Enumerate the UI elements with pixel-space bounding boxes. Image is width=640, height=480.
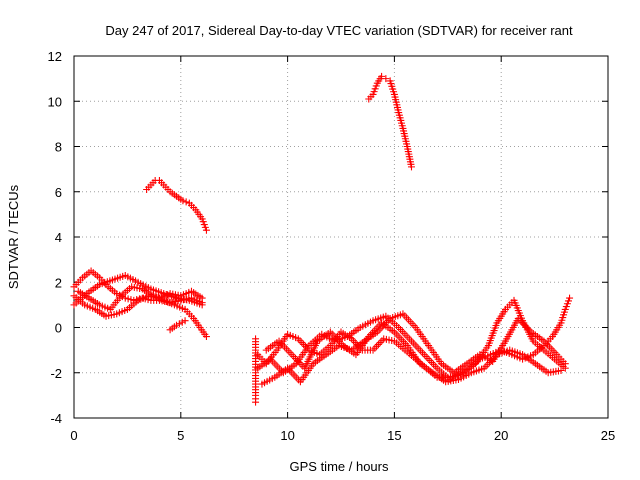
x-tick-label: 5: [177, 428, 184, 443]
data-point: [566, 294, 574, 302]
data-points: [70, 72, 574, 406]
x-tick-label: 0: [70, 428, 77, 443]
grid: [74, 56, 608, 418]
data-point: [378, 72, 386, 80]
y-axis-label: SDTVAR / TECUs: [6, 184, 21, 289]
data-point: [349, 337, 357, 345]
data-point: [198, 301, 206, 309]
chart-title: Day 247 of 2017, Sidereal Day-to-day VTE…: [105, 23, 573, 38]
series-night-1: [252, 335, 260, 406]
y-tick-label: 4: [55, 230, 62, 245]
series-mid-high: [143, 176, 210, 234]
data-point: [298, 339, 306, 347]
x-tick-label: 20: [494, 428, 508, 443]
ticks: 0 5 10 15 20 25 -4 -2 0 2 4 6 8 10 12: [48, 49, 616, 443]
data-point: [376, 339, 384, 347]
data-point: [202, 226, 210, 234]
series-low-5: [166, 317, 189, 334]
series-night-4: [258, 310, 569, 388]
y-tick-label: 0: [55, 321, 62, 336]
x-tick-label: 10: [280, 428, 294, 443]
x-tick-label: 15: [387, 428, 401, 443]
data-point: [296, 337, 304, 345]
data-point: [561, 360, 569, 368]
data-point: [407, 163, 415, 171]
data-point: [181, 317, 189, 325]
y-tick-label: 10: [48, 94, 62, 109]
data-point: [382, 75, 390, 83]
data-point: [378, 337, 386, 345]
y-tick-label: 6: [55, 185, 62, 200]
x-axis-label: GPS time / hours: [290, 459, 389, 474]
data-point: [179, 197, 187, 205]
y-tick-label: 12: [48, 49, 62, 64]
x-tick-label: 25: [601, 428, 615, 443]
series-low-4: [74, 283, 210, 341]
data-point: [373, 342, 381, 350]
series-high: [365, 72, 415, 171]
data-point: [374, 340, 382, 348]
data-point: [371, 344, 379, 352]
series-night-5: [262, 319, 565, 386]
y-tick-label: -2: [50, 366, 62, 381]
data-point: [252, 398, 260, 406]
data-point: [198, 294, 206, 302]
y-tick-label: 8: [55, 140, 62, 155]
y-tick-label: 2: [55, 275, 62, 290]
data-point: [202, 333, 210, 341]
y-tick-label: -4: [50, 411, 62, 426]
data-point: [557, 366, 565, 374]
data-point: [182, 198, 190, 206]
